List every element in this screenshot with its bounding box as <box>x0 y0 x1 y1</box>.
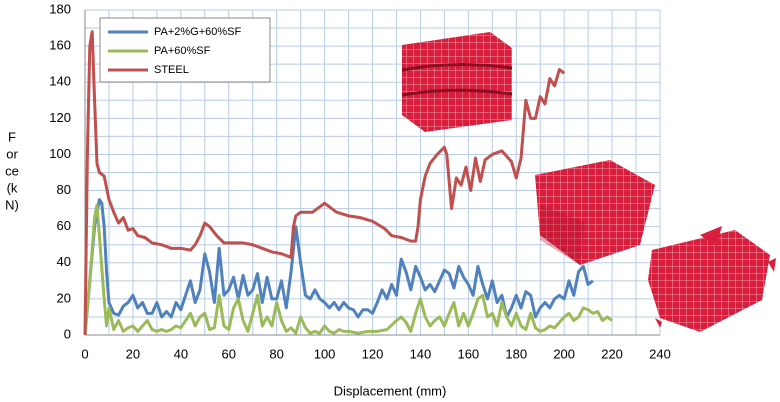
legend-label: STEEL <box>154 64 189 76</box>
specimen-pa <box>648 226 776 332</box>
x-tick-label: 240 <box>649 346 671 361</box>
specimen-steel <box>402 32 512 132</box>
y-axis-label: ce <box>5 163 19 178</box>
x-tick-label: 100 <box>314 346 336 361</box>
y-tick-label: 60 <box>57 218 71 233</box>
y-axis-label: (k <box>7 180 18 195</box>
x-tick-label: 40 <box>174 346 188 361</box>
x-tick-label: 0 <box>81 346 88 361</box>
y-tick-label: 120 <box>49 110 71 125</box>
y-tick-label: 80 <box>57 182 71 197</box>
y-tick-label: 100 <box>49 146 71 161</box>
chart: 0 20 40 60 80 100 120 140 160 180 200 220 240 0 20 40 60… <box>0 0 780 402</box>
x-tick-label: 60 <box>222 346 236 361</box>
y-tick-label: 180 <box>49 1 71 16</box>
x-tick-label: 200 <box>553 346 575 361</box>
y-axis-label: or <box>6 146 18 161</box>
x-tick-label: 20 <box>126 346 140 361</box>
y-tick-label: 140 <box>49 74 71 89</box>
y-tick-label: 0 <box>64 326 71 341</box>
legend-label: PA+60%SF <box>154 45 211 57</box>
y-tick-label: 20 <box>57 290 71 305</box>
legend-label: PA+2%G+60%SF <box>154 26 242 38</box>
y-axis-label: F <box>8 129 16 144</box>
x-tick-label: 220 <box>601 346 623 361</box>
y-tick-label: 40 <box>57 254 71 269</box>
x-axis-label: Displacement (mm) <box>334 383 447 398</box>
specimen-pa-g <box>535 160 655 265</box>
x-tick-label: 120 <box>362 346 384 361</box>
x-tick-label: 80 <box>269 346 283 361</box>
x-tick-label: 180 <box>505 346 527 361</box>
legend: PA+2%G+60%SF PA+60%SF STEEL <box>100 18 270 82</box>
x-tick-label: 140 <box>410 346 432 361</box>
x-tick-label: 160 <box>457 346 479 361</box>
y-axis-label: N) <box>5 197 19 212</box>
y-tick-label: 160 <box>49 38 71 53</box>
